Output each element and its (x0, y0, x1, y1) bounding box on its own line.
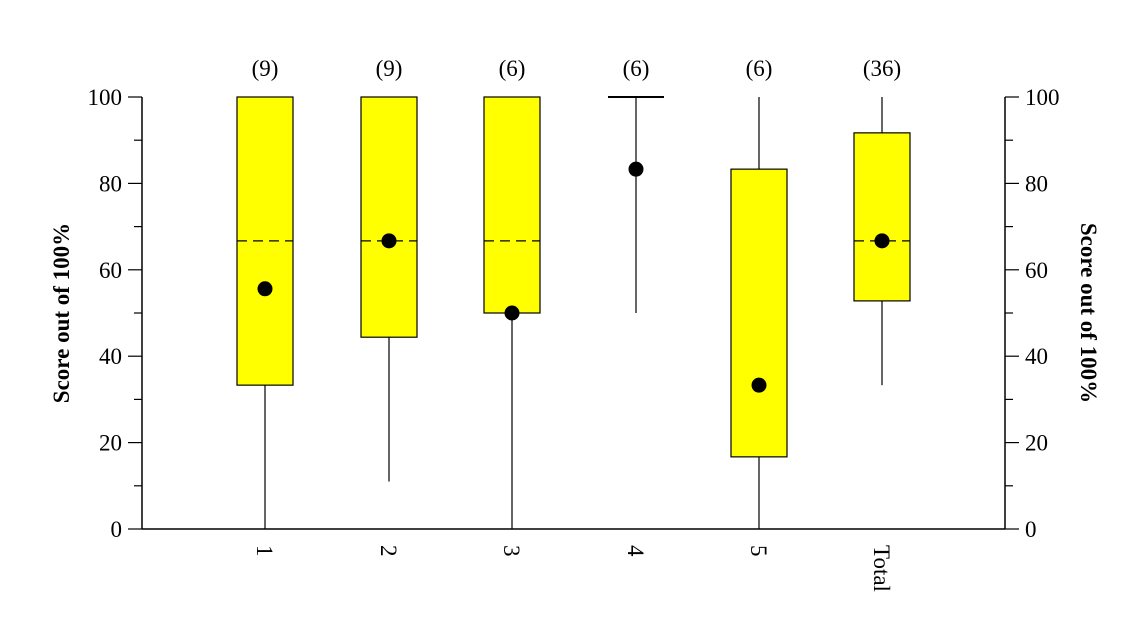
y-tick-label-right: 0 (1025, 517, 1037, 542)
y-tick-label-left: 100 (88, 85, 123, 110)
mean-marker (381, 233, 397, 249)
x-tick-label: 5 (746, 545, 771, 557)
box (483, 96, 541, 314)
y-tick-label-right: 40 (1025, 344, 1048, 369)
x-tick-label: 2 (376, 545, 401, 557)
box (360, 96, 418, 338)
y-tick-label-left: 40 (99, 344, 122, 369)
labels: 0 0 20 20 40 40 60 60 80 80 100 100 (9) 1 (9) 2 (6) 3 (6) 4… (88, 56, 1060, 592)
x-tick-label: 3 (499, 545, 524, 557)
box (730, 168, 788, 458)
y-tick-label-left: 0 (111, 517, 123, 542)
y-tick-label-left: 80 (99, 171, 122, 196)
axes (128, 96, 1019, 530)
count-label: (9) (252, 56, 279, 81)
box (853, 132, 911, 302)
y-axis-title-right: Score out of 100% (1076, 223, 1101, 403)
x-tick-label: Total (869, 545, 894, 592)
mean-marker (504, 305, 520, 321)
mean-marker (628, 161, 644, 177)
count-label: (36) (863, 56, 901, 81)
y-tick-label-right: 20 (1025, 431, 1048, 456)
y-tick-label-right: 80 (1025, 171, 1048, 196)
y-axis-title-left: Score out of 100% (49, 223, 74, 403)
count-label: (9) (376, 56, 403, 81)
count-label: (6) (746, 56, 773, 81)
y-tick-label-left: 20 (99, 431, 122, 456)
boxes (236, 96, 911, 529)
y-tick-label-right: 100 (1025, 85, 1060, 110)
mean-marker (257, 281, 273, 297)
x-tick-label: 4 (623, 545, 648, 557)
x-tick-label: 1 (252, 545, 277, 557)
count-label: (6) (623, 56, 650, 81)
mean-marker (751, 377, 767, 393)
count-label: (6) (499, 56, 526, 81)
mean-marker (874, 233, 890, 249)
y-tick-label-left: 60 (99, 258, 122, 283)
y-tick-label-right: 60 (1025, 258, 1048, 283)
